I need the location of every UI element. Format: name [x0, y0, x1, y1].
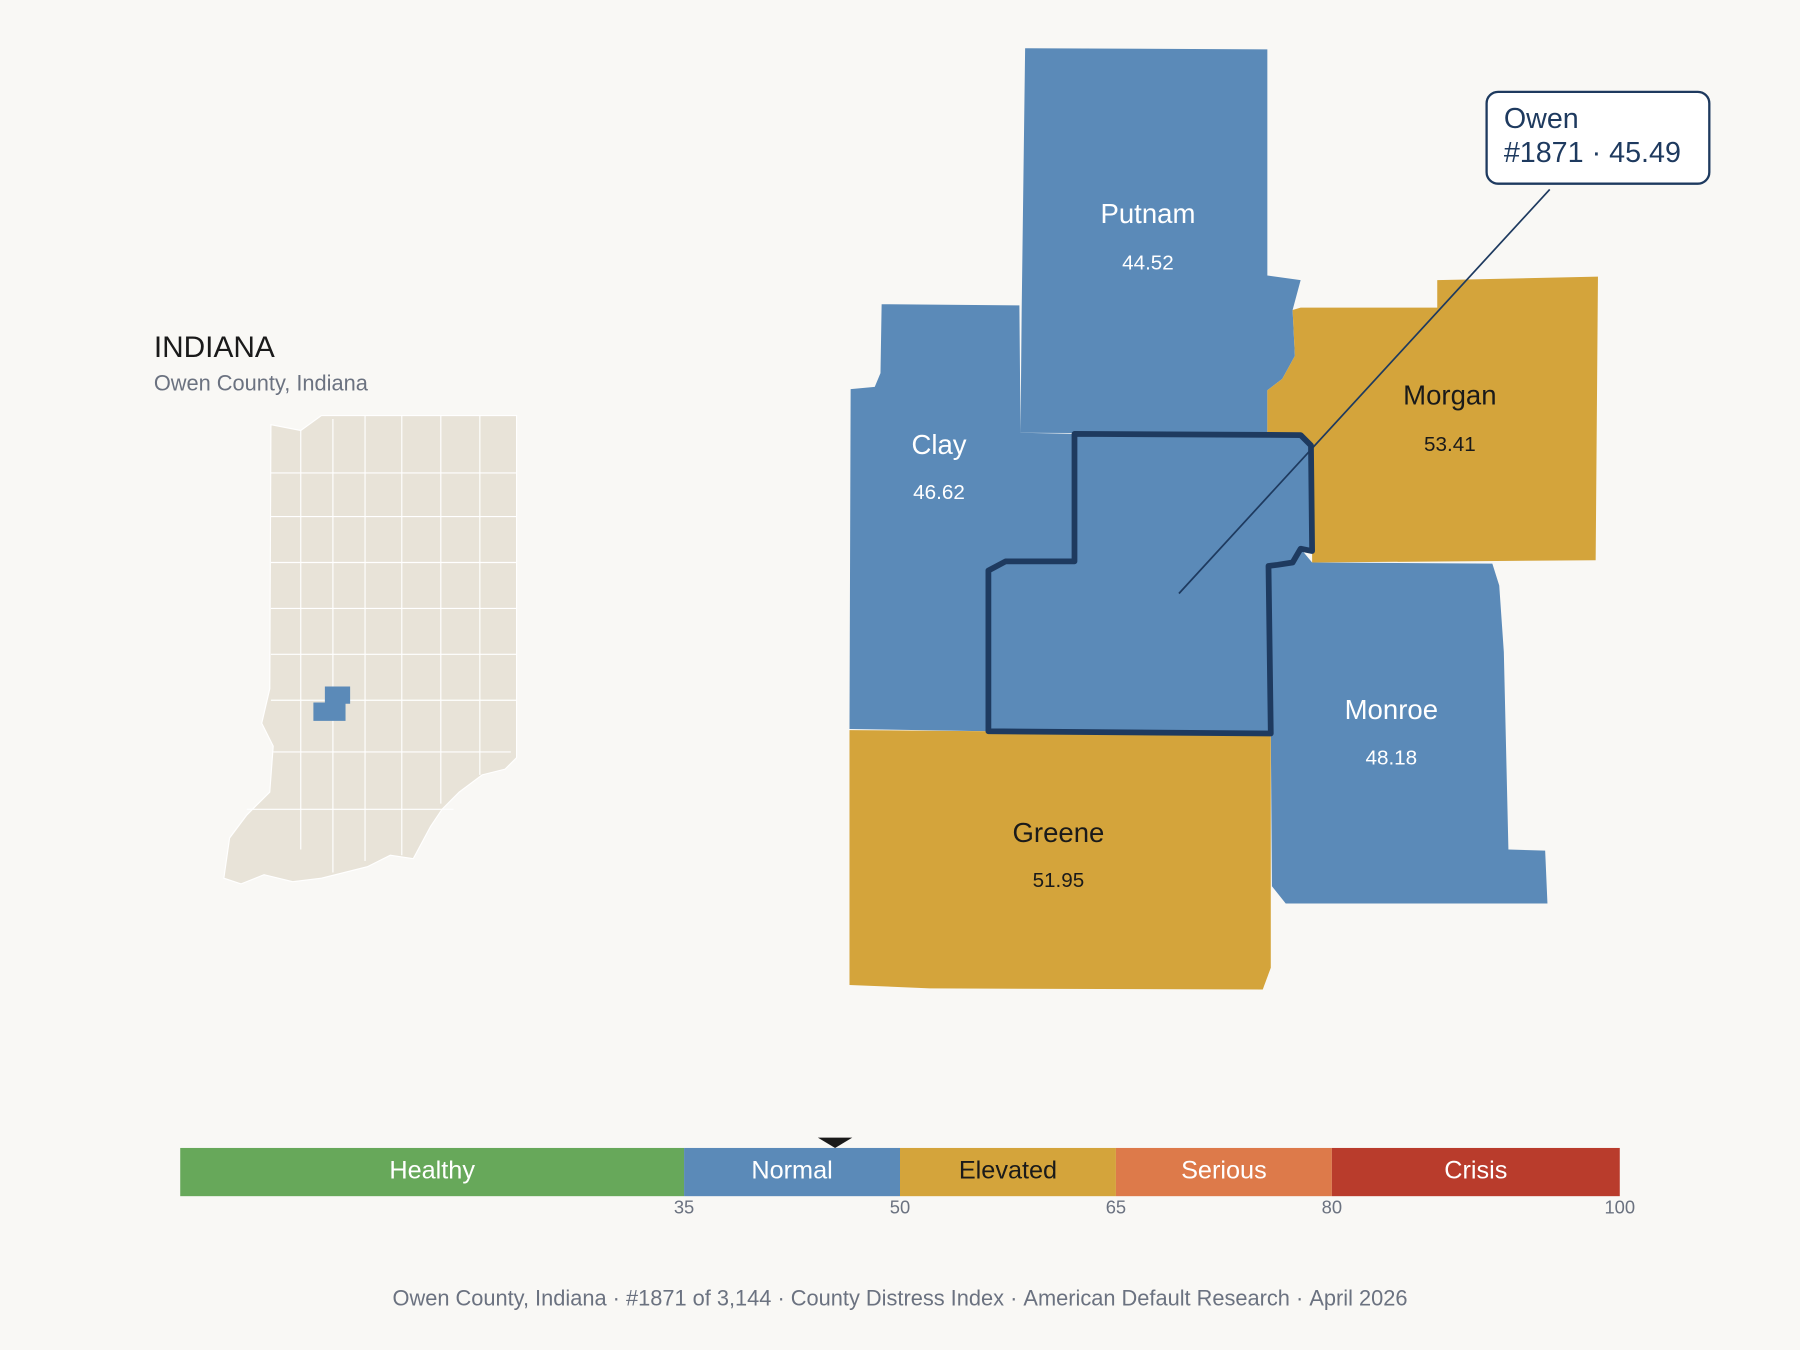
scale-band — [1115, 1147, 1332, 1197]
focus-county[interactable] — [985, 431, 1315, 737]
callout-rank: #1871 — [1504, 136, 1584, 168]
county-value: 48.18 — [1365, 746, 1417, 769]
callout-box — [1485, 90, 1711, 185]
tick-label: 65 — [1106, 1197, 1126, 1218]
county-name: Morgan — [1403, 379, 1496, 410]
county-name: Monroe — [1345, 694, 1438, 725]
scale-bar: Healthy Normal Elevated Serious Crisis 35 50 65… — [180, 1137, 1635, 1218]
band-label: Serious — [1181, 1157, 1267, 1185]
county-shape — [1020, 48, 1301, 434]
county-value: 51.95 — [1033, 869, 1085, 892]
footer-item: American Default Research — [1023, 1285, 1290, 1310]
footer-separator: · — [1296, 1285, 1303, 1310]
callout-separator: · — [1592, 136, 1602, 168]
scale-band — [180, 1147, 685, 1197]
callout-score: 45.49 — [1609, 136, 1681, 168]
county-value: 46.62 — [913, 481, 965, 504]
county-shape — [1267, 276, 1598, 563]
county-shape — [849, 304, 1075, 732]
county-name: Greene — [1012, 817, 1104, 848]
scale-band — [1331, 1147, 1620, 1197]
tick-label: 50 — [890, 1197, 910, 1218]
tick-label: 80 — [1322, 1197, 1342, 1218]
scale-band — [900, 1147, 1116, 1197]
county-name: Clay — [911, 429, 966, 460]
footer: Owen County, Indiana · #1871 of 3,144 · … — [393, 1285, 1408, 1310]
title: INDIANA — [154, 331, 275, 364]
footer-separator: · — [1010, 1285, 1017, 1310]
state-outline — [223, 414, 518, 885]
county-name: Putnam — [1100, 198, 1195, 229]
footer-separator: · — [777, 1285, 784, 1310]
highlight-county — [313, 686, 351, 721]
state-map — [223, 414, 518, 885]
band-label: Crisis — [1444, 1157, 1507, 1185]
footer-item: County Distress Index — [791, 1285, 1004, 1310]
band-label: Normal — [751, 1157, 832, 1185]
footer-item: Owen County, Indiana — [393, 1285, 608, 1310]
subtitle: Owen County, Indiana — [154, 370, 369, 395]
callout-detail: #1871 · 45.49 — [1504, 136, 1681, 168]
band-label: Elevated — [959, 1157, 1057, 1185]
leader-line — [1178, 188, 1551, 595]
footer-separator: · — [613, 1285, 620, 1310]
county-map: Putnam 44.52 Clay 46.62 Morgan 53.41 Mon… — [849, 48, 1711, 990]
callout-name: Owen — [1504, 103, 1579, 135]
tick-label: 100 — [1604, 1197, 1635, 1218]
score-marker — [817, 1137, 853, 1148]
tick-label: 35 — [674, 1197, 694, 1218]
footer-item: #1871 of 3,144 — [626, 1285, 771, 1310]
county-shape — [1268, 548, 1548, 904]
scale-band — [684, 1147, 900, 1197]
county-value: 53.41 — [1424, 433, 1476, 456]
county-shape — [849, 730, 1271, 990]
footer-item: April 2026 — [1309, 1285, 1407, 1310]
county-value: 44.52 — [1122, 251, 1174, 274]
band-label: Healthy — [389, 1157, 475, 1185]
